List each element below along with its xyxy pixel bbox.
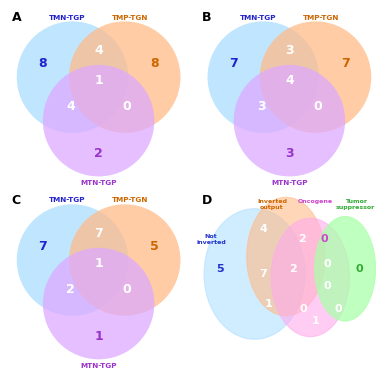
Circle shape (69, 21, 180, 133)
Text: MTN-TGP: MTN-TGP (80, 180, 117, 186)
Circle shape (208, 21, 319, 133)
Text: 1: 1 (312, 316, 319, 326)
Text: 4: 4 (259, 224, 267, 234)
Text: 0: 0 (300, 304, 307, 314)
Text: Tumor
suppressor: Tumor suppressor (336, 199, 375, 210)
Text: MTN-TGP: MTN-TGP (80, 363, 117, 369)
Text: D: D (202, 194, 213, 207)
Text: 0: 0 (324, 259, 331, 269)
Text: 0: 0 (320, 234, 328, 244)
Text: 3: 3 (285, 45, 294, 58)
Text: 0: 0 (122, 283, 131, 296)
Text: 4: 4 (285, 74, 294, 87)
Text: C: C (12, 194, 21, 207)
Ellipse shape (247, 197, 325, 316)
Text: 0: 0 (324, 281, 331, 291)
Text: TMP-TGN: TMP-TGN (112, 15, 148, 20)
Text: 1: 1 (265, 299, 272, 309)
Circle shape (69, 204, 180, 316)
Text: TMN-TGP: TMN-TGP (49, 198, 85, 203)
Text: TMN-TGP: TMN-TGP (49, 15, 85, 20)
Text: 0: 0 (313, 100, 322, 113)
Text: Oncogene: Oncogene (298, 199, 333, 204)
Ellipse shape (271, 218, 350, 337)
Text: 4: 4 (94, 45, 103, 58)
Text: 3: 3 (257, 100, 266, 113)
Text: 2: 2 (94, 147, 103, 160)
Text: MTN-TGP: MTN-TGP (271, 180, 308, 186)
Text: 1: 1 (94, 74, 103, 87)
Text: 8: 8 (150, 57, 159, 70)
Text: 2: 2 (66, 283, 75, 296)
Circle shape (17, 21, 128, 133)
Text: 5: 5 (216, 264, 223, 274)
Text: TMN-TGP: TMN-TGP (240, 15, 276, 20)
Text: 2: 2 (289, 264, 297, 274)
Circle shape (234, 65, 345, 176)
Text: Not
inverted: Not inverted (196, 234, 226, 245)
Text: 1: 1 (94, 257, 103, 270)
Circle shape (43, 248, 154, 359)
Text: 7: 7 (94, 227, 103, 240)
Text: A: A (12, 11, 21, 24)
Text: TMP-TGN: TMP-TGN (303, 15, 339, 20)
Text: TMP-TGN: TMP-TGN (112, 198, 148, 203)
Text: 2: 2 (298, 234, 305, 244)
Text: 5: 5 (150, 240, 159, 253)
Text: 0: 0 (334, 304, 342, 314)
Ellipse shape (204, 209, 305, 339)
Text: B: B (202, 11, 212, 24)
Text: 7: 7 (229, 57, 238, 70)
Text: 3: 3 (285, 147, 294, 160)
Text: 0: 0 (122, 100, 131, 113)
Text: Inverted
output: Inverted output (257, 199, 287, 210)
Text: 7: 7 (260, 269, 267, 279)
Text: 1: 1 (94, 330, 103, 343)
Circle shape (43, 65, 154, 176)
Text: 7: 7 (341, 57, 350, 70)
Circle shape (260, 21, 371, 133)
Circle shape (17, 204, 128, 316)
Text: 4: 4 (66, 100, 75, 113)
Text: 0: 0 (355, 264, 363, 274)
Ellipse shape (315, 217, 376, 321)
Text: 7: 7 (38, 240, 47, 253)
Text: 8: 8 (38, 57, 47, 70)
